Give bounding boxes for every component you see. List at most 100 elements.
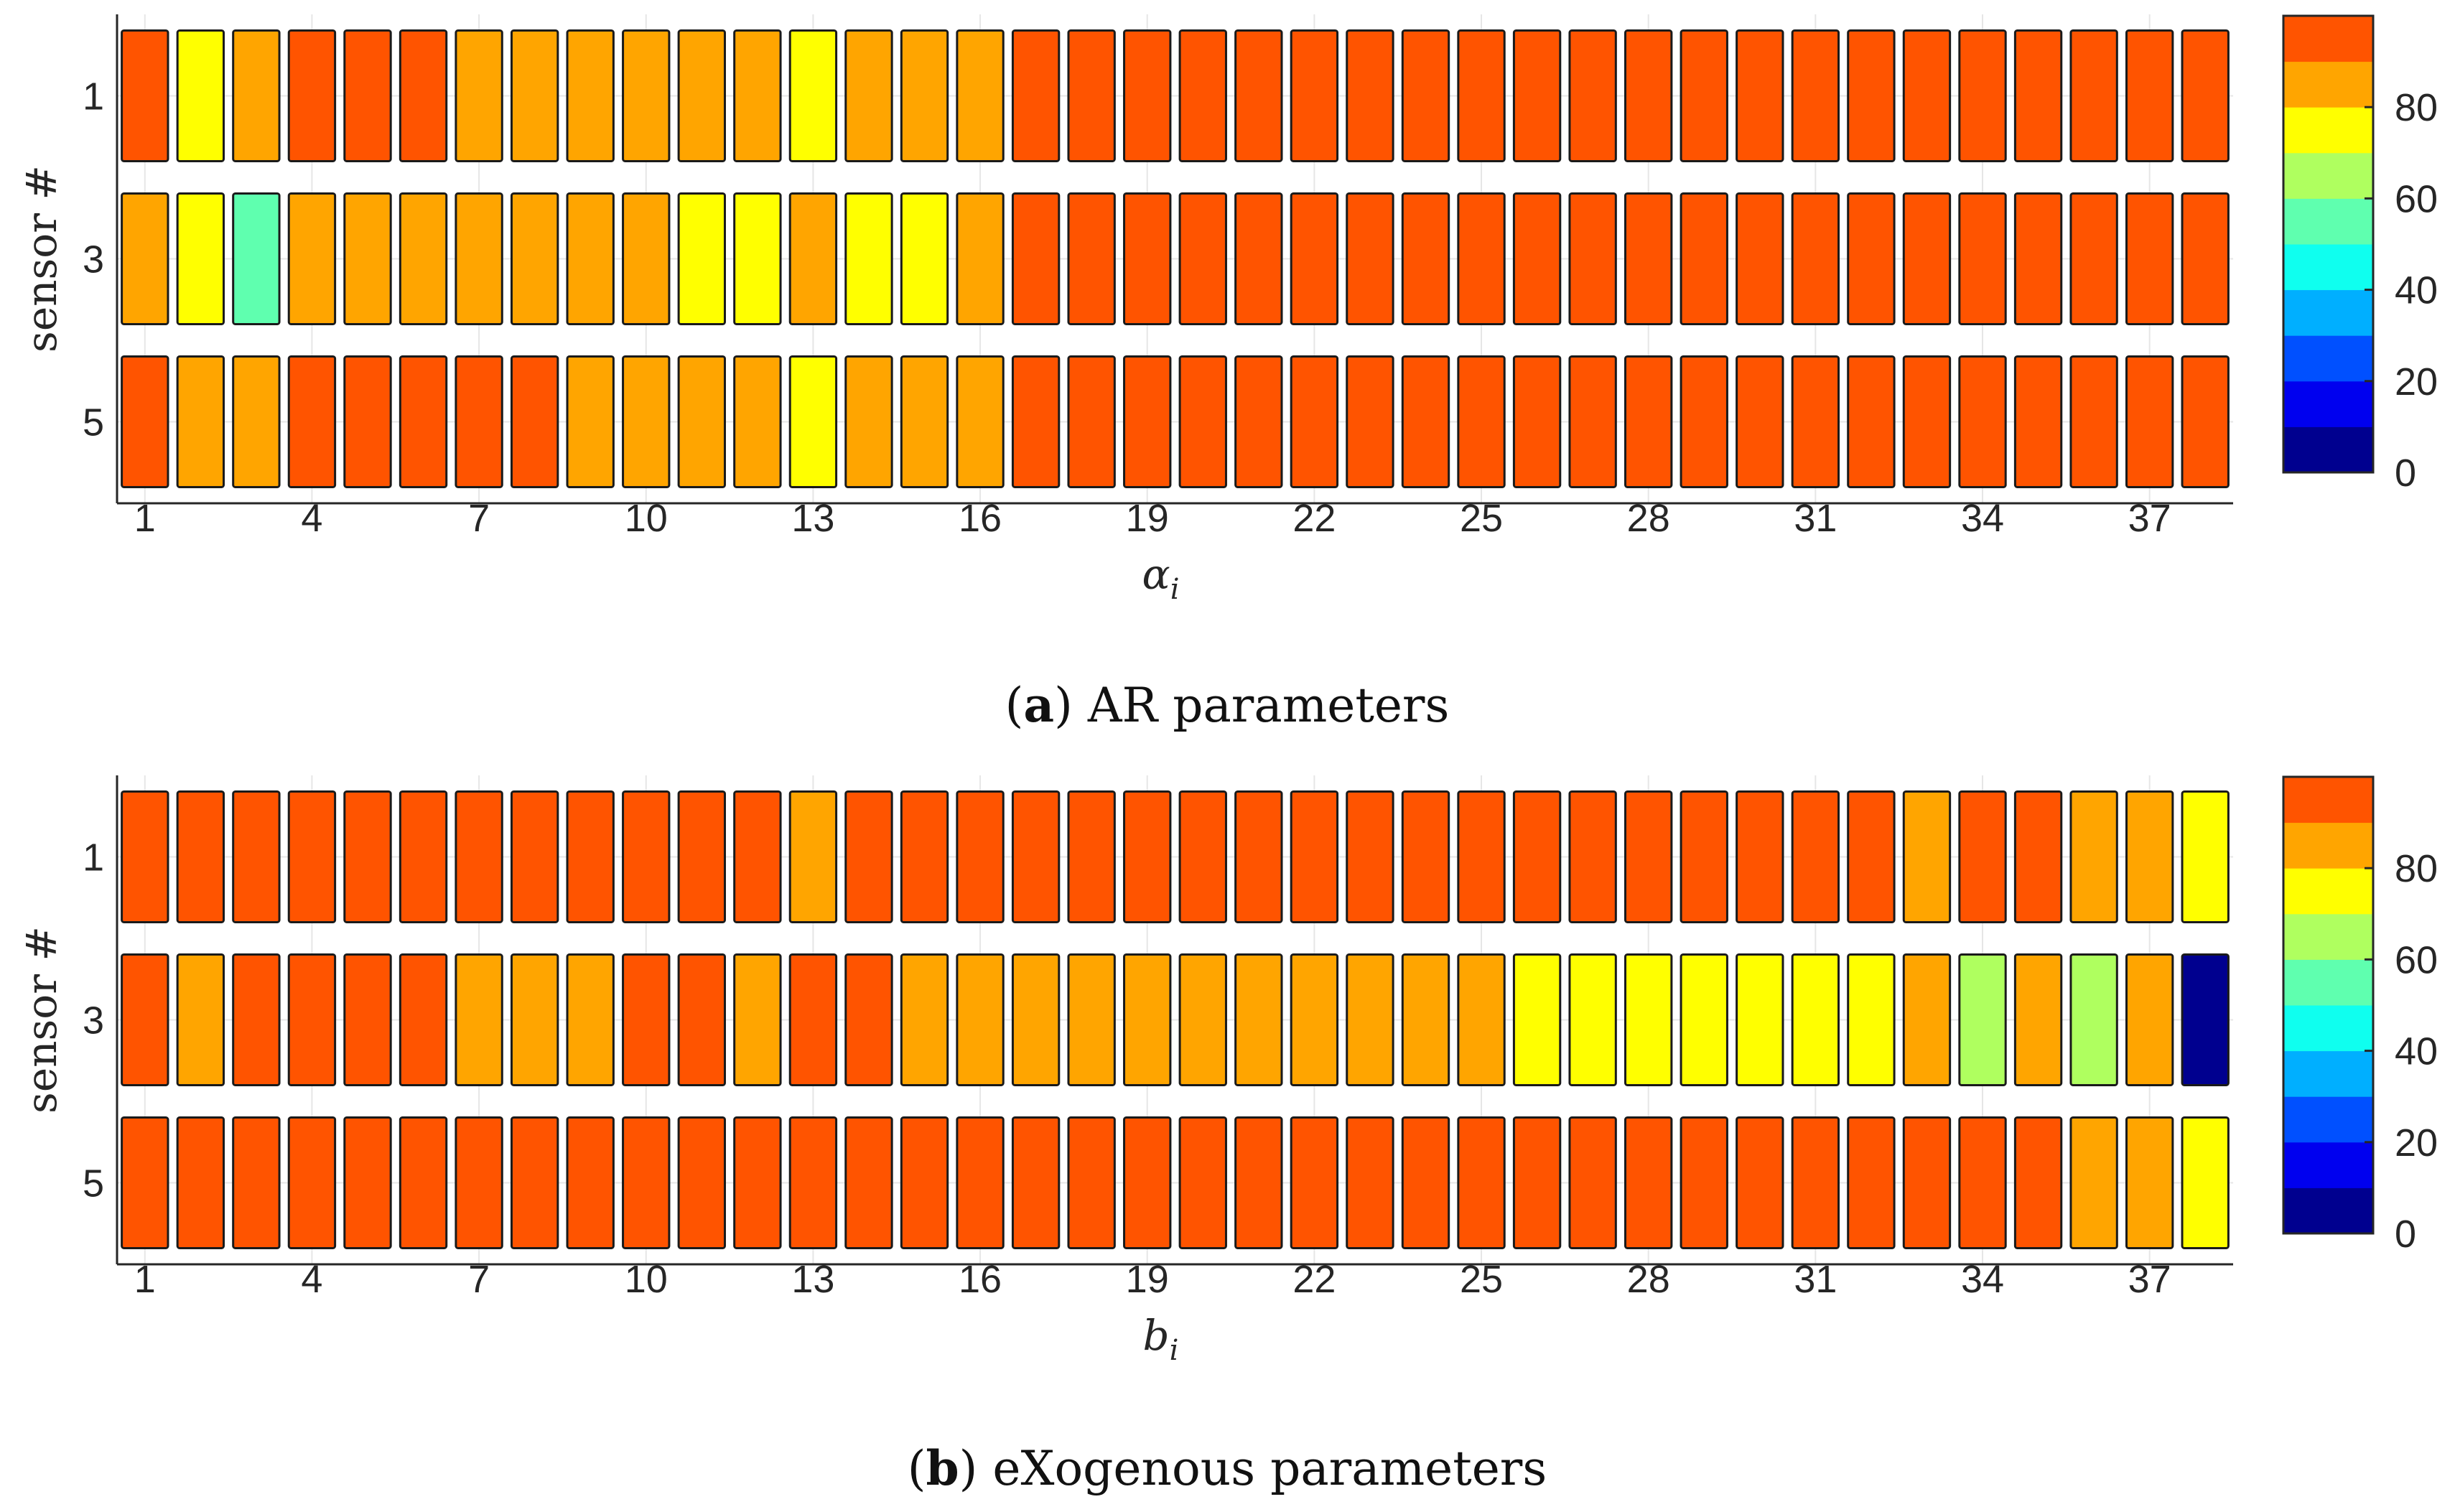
heatmap-cell-sensor1-col5 [343,790,392,923]
heatmap-cell-sensor3-col9 [566,953,615,1086]
colorbar: 0 20 40 60 80 [2282,775,2438,1256]
colorbar-band [2283,152,2373,199]
heatmap-cell-sensor3-col26 [1512,953,1562,1086]
heatmap-cell-sensor1-col24 [1401,29,1450,162]
heatmap-cell-sensor1-col13 [788,29,838,162]
heatmap-cell-sensor5-col26 [1512,355,1562,488]
heatmap-cell-sensor3-col19 [1123,953,1172,1086]
heatmap-cell-sensor5-col15 [900,1116,949,1249]
panel-caption: (b) eXogenous parameters [908,1440,1547,1496]
heatmap-cell-sensor5-col2 [176,355,225,488]
heatmap-cell-sensor1-col17 [1011,790,1061,923]
heatmap-cell-sensor1-col25 [1457,790,1506,923]
heatmap-cell-sensor3-col5 [343,953,392,1086]
heatmap-cell-sensor5-col33 [1902,355,1952,488]
heatmap-cell-sensor3-col33 [1902,192,1952,325]
heatmap-cell-sensor5-col18 [1067,355,1116,488]
colorbar-band [2283,16,2373,62]
heatmap-cell-sensor1-col37 [2125,790,2174,923]
heatmap-cell-sensor1-col19 [1123,29,1172,162]
heatmap-cell-sensor3-col21 [1234,192,1283,325]
heatmap-cell-sensor3-col8 [510,192,559,325]
heatmap-cell-sensor1-col18 [1067,29,1116,162]
heatmap-cell-sensor5-col21 [1234,1116,1283,1249]
heatmap-cell-sensor5-col27 [1568,1116,1617,1249]
heatmap-cell-sensor1-col28 [1624,790,1673,923]
colorbar-band [2283,1187,2373,1234]
heatmap-cell-sensor5-col11 [677,355,726,488]
heatmap-cell-sensor3-col27 [1568,953,1617,1086]
heatmap-cells [121,790,2230,1249]
heatmap-cell-sensor3-col32 [1847,192,1896,325]
heatmap-cell-sensor1-col34 [1958,29,2007,162]
colorbar-tick-label: 80 [2395,86,2438,129]
heatmap-cell-sensor5-col28 [1624,1116,1673,1249]
colorbar-band [2283,959,2373,1006]
x-tick-label: 13 [791,1258,834,1301]
heatmap-cell-sensor5-col10 [622,355,671,488]
heatmap-cell-sensor5-col1 [121,1116,169,1249]
colorbar-tick-label: 0 [2395,1213,2416,1256]
heatmap-cell-sensor5-col32 [1847,355,1896,488]
heatmap-cell-sensor1-col23 [1346,29,1394,162]
heatmap-cell-sensor5-col22 [1290,355,1339,488]
heatmap-cell-sensor5-col9 [566,1116,615,1249]
heatmap-cell-sensor5-col3 [232,355,281,488]
heatmap-cell-sensor5-col13 [788,355,838,488]
x-tick-label: 34 [1961,1258,2004,1301]
heatmap-cell-sensor1-col26 [1512,29,1562,162]
heatmap-cell-sensor5-col33 [1902,1116,1952,1249]
heatmap-cell-sensor3-col20 [1178,953,1227,1086]
heatmap-cell-sensor5-col6 [399,1116,448,1249]
heatmap-cell-sensor3-col14 [844,953,893,1086]
heatmap-cell-sensor3-col28 [1624,192,1673,325]
colorbar-band [2283,1050,2373,1097]
heatmap-cell-sensor3-col8 [510,953,559,1086]
heatmap-cell-sensor1-col9 [566,29,615,162]
heatmap-cells [121,29,2230,488]
heatmap-cell-sensor3-col27 [1568,192,1617,325]
heatmap-cell-sensor1-col30 [1736,790,1784,923]
heatmap-cell-sensor3-col26 [1512,192,1562,325]
heatmap-cell-sensor5-col24 [1401,355,1450,488]
heatmap-cell-sensor3-col4 [287,953,337,1086]
x-tick-label: 31 [1794,497,1837,540]
heatmap-cell-sensor3-col18 [1067,953,1116,1086]
heatmap-cell-sensor1-col2 [176,790,225,923]
heatmap-cell-sensor5-col4 [287,1116,337,1249]
x-tick-label: 31 [1794,1258,1837,1301]
x-tick-label: 34 [1961,497,2004,540]
x-tick-label: 28 [1627,1258,1670,1301]
heatmap-cell-sensor1-col6 [399,29,448,162]
x-axis-label: bi [1143,1311,1179,1367]
colorbar-band [2283,1142,2373,1188]
heatmap-cell-sensor5-col25 [1457,355,1506,488]
x-tick-label: 16 [959,1258,1002,1301]
colorbar-band [2283,777,2373,823]
heatmap-cell-sensor5-col36 [2069,1116,2118,1249]
heatmap-cell-sensor3-col25 [1457,953,1506,1086]
heatmap-cell-sensor5-col3 [232,1116,281,1249]
heatmap-cell-sensor3-col11 [677,953,726,1086]
heatmap-cell-sensor3-col5 [343,192,392,325]
heatmap-cell-sensor5-col11 [677,1116,726,1249]
heatmap-cell-sensor1-col13 [788,790,838,923]
x-tick-label: 37 [2128,1258,2171,1301]
x-tick-label: 4 [301,1258,322,1301]
heatmap-cell-sensor5-col22 [1290,1116,1339,1249]
heatmap-cell-sensor1-col4 [287,790,337,923]
y-tick-label: 5 [83,401,104,444]
y-tick-label: 5 [83,1162,104,1205]
heatmap-cell-sensor3-col2 [176,953,225,1086]
heatmap-cell-sensor5-col2 [176,1116,225,1249]
colorbar-frame [2282,14,2375,474]
heatmap-cell-sensor1-col27 [1568,790,1617,923]
heatmap-cell-sensor3-col36 [2069,953,2118,1086]
heatmap-cell-sensor5-col15 [900,355,949,488]
y-tick-label: 3 [83,238,104,281]
heatmap-cell-sensor5-col32 [1847,1116,1896,1249]
heatmap-cell-sensor3-col9 [566,192,615,325]
heatmap-cell-sensor1-col35 [2013,790,2063,923]
